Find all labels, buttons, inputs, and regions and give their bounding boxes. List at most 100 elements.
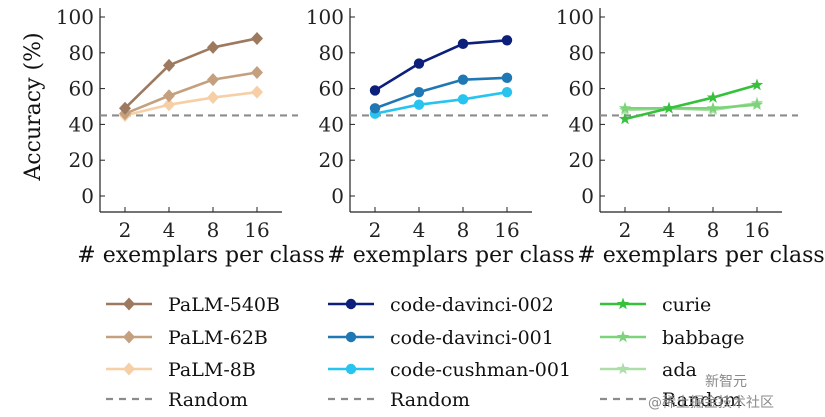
y-tick-label: 40 bbox=[69, 112, 94, 136]
y-tick-label: 0 bbox=[331, 184, 344, 208]
data-point bbox=[413, 86, 425, 98]
data-point bbox=[413, 99, 425, 110]
legend-label: code-davinci-002 bbox=[390, 294, 554, 316]
y-tick-label: 40 bbox=[569, 112, 594, 136]
series-line bbox=[374, 38, 508, 92]
legend-label: ada bbox=[662, 359, 697, 381]
data-point bbox=[457, 94, 469, 105]
legend-entry-babbage: babbage bbox=[600, 327, 745, 349]
series-line bbox=[374, 76, 508, 110]
data-point bbox=[163, 58, 175, 72]
x-tick-label: 8 bbox=[207, 218, 220, 242]
legend-entry-curie: curie bbox=[600, 294, 711, 316]
x-tick-label: 16 bbox=[244, 218, 269, 242]
y-tick-label: 60 bbox=[319, 77, 344, 101]
y-tick-label: 80 bbox=[69, 41, 94, 65]
legend-label: Random bbox=[662, 389, 742, 411]
y-tick-label: 100 bbox=[56, 5, 94, 29]
series-line bbox=[124, 90, 258, 117]
legend-entry-palm-540b: PaLM-540B bbox=[106, 294, 280, 316]
legend-label: code-cushman-001 bbox=[390, 359, 571, 381]
legend-marker bbox=[345, 331, 357, 343]
y-tick-label: 100 bbox=[556, 5, 594, 29]
legend-marker bbox=[345, 363, 357, 375]
legend-entry-palm-62b: PaLM-62B bbox=[106, 327, 268, 349]
y-tick-label: 80 bbox=[569, 41, 594, 65]
series-line bbox=[625, 103, 758, 110]
legend-label: Random bbox=[168, 389, 248, 411]
data-point bbox=[163, 98, 175, 112]
data-point bbox=[706, 91, 720, 103]
legend-marker bbox=[123, 297, 135, 311]
data-point bbox=[662, 101, 676, 114]
x-tick-label: 16 bbox=[744, 218, 769, 242]
legend: PaLM-540B PaLM-62B PaLM-8B Random code-davin… bbox=[106, 294, 745, 411]
legend-label: Random bbox=[390, 389, 470, 411]
data-point bbox=[251, 85, 263, 99]
x-axis-title: # exemplars per class bbox=[327, 243, 574, 268]
data-point bbox=[618, 101, 632, 114]
x-axis-title: # exemplars per class bbox=[577, 243, 824, 268]
legend-entry-random: Random bbox=[106, 389, 248, 411]
legend-marker bbox=[123, 362, 135, 376]
data-point bbox=[618, 112, 632, 125]
legend-marker bbox=[616, 362, 630, 375]
x-axis-title: # exemplars per class bbox=[77, 243, 324, 268]
watermark-logo-text: 新智元 bbox=[705, 374, 747, 390]
y-tick-label: 0 bbox=[581, 184, 594, 208]
legend-label: code-davinci-001 bbox=[390, 327, 554, 349]
series-line bbox=[124, 71, 258, 115]
y-tick-label: 60 bbox=[569, 77, 594, 101]
y-tick-label: 0 bbox=[81, 184, 94, 208]
data-point bbox=[251, 65, 263, 79]
data-point bbox=[251, 31, 263, 45]
legend-label: PaLM-540B bbox=[168, 294, 280, 316]
legend-label: PaLM-62B bbox=[168, 327, 268, 349]
data-point bbox=[457, 74, 469, 85]
series-curie bbox=[618, 78, 764, 125]
data-point bbox=[457, 38, 469, 50]
legend-label: babbage bbox=[662, 327, 745, 349]
y-tick-label: 80 bbox=[319, 41, 344, 65]
series-line bbox=[624, 83, 758, 121]
data-point bbox=[207, 91, 219, 105]
legend-marker bbox=[123, 330, 135, 344]
legend-marker bbox=[616, 330, 630, 343]
x-tick-label: 2 bbox=[119, 218, 132, 242]
legend-entry-code-davinci-002: code-davinci-002 bbox=[328, 294, 554, 316]
legend-entry-code-cushman-001: code-cushman-001 bbox=[328, 359, 571, 381]
x-tick-label: 8 bbox=[457, 218, 470, 242]
legend-entry-code-davinci-001: code-davinci-001 bbox=[328, 327, 554, 349]
panel-left: 0 20 40 60 80 100 2 4 8 16# exemplars per class Ac… bbox=[21, 5, 325, 268]
y-tick-label: 20 bbox=[69, 148, 94, 172]
legend-label: PaLM-8B bbox=[168, 359, 256, 381]
data-point bbox=[369, 103, 381, 114]
legend-label: curie bbox=[662, 294, 711, 316]
series-line bbox=[124, 37, 258, 110]
y-tick-label: 20 bbox=[319, 148, 344, 172]
panel-right: 0 20 40 60 80 100 2 4 8 16# exemplars per class bbox=[556, 5, 825, 268]
x-tick-label: 2 bbox=[619, 218, 632, 242]
legend-marker bbox=[616, 297, 630, 310]
data-point bbox=[413, 58, 425, 69]
data-point bbox=[750, 78, 764, 91]
y-axis-title: Accuracy (%) bbox=[21, 32, 46, 181]
data-point bbox=[163, 89, 175, 103]
y-tick-label: 60 bbox=[69, 77, 94, 101]
data-point bbox=[207, 73, 219, 87]
data-point bbox=[501, 72, 513, 84]
data-point bbox=[501, 86, 513, 98]
series-line bbox=[374, 90, 508, 115]
series-babbage bbox=[618, 98, 764, 114]
legend-entry-ada: ada bbox=[600, 359, 697, 381]
x-tick-label: 16 bbox=[494, 218, 519, 242]
legend-entry-random: Random bbox=[600, 389, 742, 411]
data-point bbox=[750, 98, 764, 110]
data-point bbox=[119, 101, 131, 115]
x-tick-label: 8 bbox=[707, 218, 720, 242]
data-point bbox=[369, 85, 381, 96]
watermark: 新智元 @稀土掘金技术社区 bbox=[648, 374, 774, 411]
legend-entry-palm-8b: PaLM-8B bbox=[106, 359, 256, 381]
x-tick-label: 4 bbox=[163, 218, 176, 242]
watermark-text: @稀土掘金技术社区 bbox=[648, 395, 774, 411]
